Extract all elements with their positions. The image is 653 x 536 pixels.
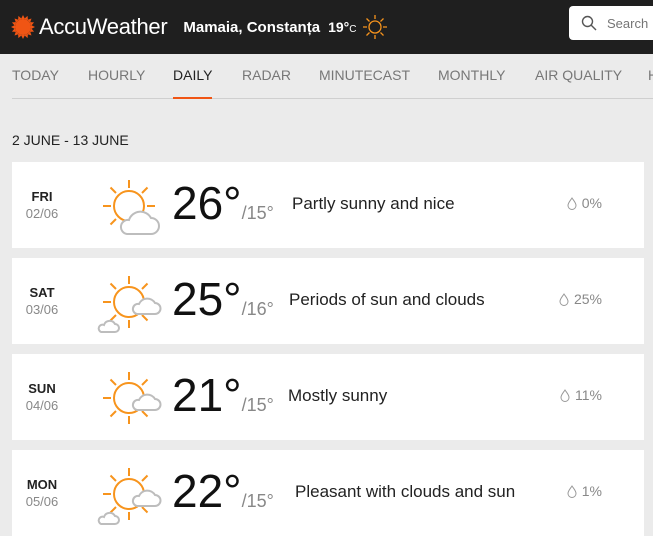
forecast-description: Partly sunny and nice — [292, 194, 455, 213]
day-label: MON 05/06 — [12, 477, 72, 509]
daily-forecast-card[interactable]: SUN 04/06 21°/15° Mostly sunny 11% — [12, 354, 644, 440]
low-temp: /15° — [241, 203, 274, 223]
precip-chance: 0% — [581, 195, 602, 211]
temp-block: 22°/15° — [172, 464, 274, 518]
precipitation: 11% — [560, 387, 602, 403]
low-temp: /15° — [241, 491, 274, 511]
forecast-description: Periods of sun and clouds — [289, 290, 485, 309]
top-header: AccuWeather Mamaia, Constanța 19°C — [0, 0, 653, 54]
tab-air-quality[interactable]: AIR QUALITY — [535, 67, 623, 83]
search-box[interactable] — [569, 6, 653, 40]
precipitation: 25% — [559, 291, 602, 307]
search-input[interactable] — [607, 15, 653, 31]
partly-sunny-icon — [103, 180, 160, 235]
sun-clouds-icon — [97, 276, 162, 333]
day-of-week: SAT — [29, 285, 55, 300]
high-temp: 26° — [172, 177, 242, 229]
location-link[interactable]: Mamaia, Constanța — [183, 18, 321, 36]
high-temp: 25° — [172, 273, 242, 325]
tab-today[interactable]: TODAY — [12, 67, 59, 83]
nav-divider — [12, 98, 653, 99]
precip-chance: 1% — [581, 483, 602, 499]
accuweather-logo[interactable]: AccuWeather — [11, 14, 168, 40]
tab-radar[interactable]: RADAR — [242, 67, 292, 83]
day-date: 03/06 — [25, 302, 59, 317]
tab-daily[interactable]: DAILY — [173, 67, 213, 99]
tab-monthly[interactable]: MONTHLY — [438, 67, 506, 83]
tab-more[interactable]: H — [648, 67, 653, 99]
daily-forecast-card[interactable]: MON 05/06 22°/15° Pleasant with clouds a… — [12, 450, 644, 536]
low-temp: /16° — [241, 299, 274, 319]
day-label: FRI 02/06 — [12, 189, 72, 221]
temp-block: 21°/15° — [172, 368, 274, 422]
precip-chance: 11% — [575, 387, 602, 403]
day-date: 05/06 — [25, 494, 59, 509]
day-label: SAT 03/06 — [12, 285, 72, 317]
low-temp: /15° — [241, 395, 274, 415]
forecast-description: Mostly sunny — [288, 386, 388, 405]
high-temp: 21° — [172, 369, 242, 421]
precipitation: 1% — [567, 483, 602, 499]
day-date: 04/06 — [25, 398, 59, 413]
day-of-week: SUN — [28, 381, 56, 396]
raindrop-icon — [567, 484, 577, 498]
mostly-sunny-icon — [103, 372, 162, 424]
tab-hourly[interactable]: HOURLY — [88, 67, 146, 83]
raindrop-icon — [559, 292, 569, 306]
temp-block: 25°/16° — [172, 272, 274, 326]
nav-tabs: TODAY HOURLY DAILY RADAR MINUTECAST MONT… — [0, 54, 653, 100]
day-label: SUN 04/06 — [12, 381, 72, 413]
brand-name: AccuWeather — [39, 14, 168, 39]
raindrop-icon — [560, 388, 570, 402]
temp-unit: C — [349, 24, 357, 35]
tab-minutecast[interactable]: MINUTECAST — [319, 67, 410, 83]
high-temp: 22° — [172, 465, 242, 517]
current-temp: 19°C — [328, 19, 356, 35]
current-temp-value: 19° — [328, 19, 350, 35]
day-date: 02/06 — [25, 206, 59, 221]
precipitation: 0% — [567, 195, 602, 211]
sun-clouds-icon — [97, 468, 162, 525]
day-of-week: MON — [26, 477, 58, 492]
raindrop-icon — [567, 196, 577, 210]
forecast-description: Pleasant with clouds and sun — [295, 482, 516, 501]
day-of-week: FRI — [31, 189, 53, 204]
sunny-icon — [363, 15, 388, 39]
date-range: 2 JUNE - 13 JUNE — [12, 132, 129, 148]
sun-logo-icon — [11, 15, 35, 39]
search-icon — [581, 15, 597, 31]
daily-forecast-card[interactable]: FRI 02/06 26°/15° Partly sunny and nice … — [12, 162, 644, 248]
temp-block: 26°/15° — [172, 176, 274, 230]
daily-forecast-card[interactable]: SAT 03/06 25°/16° Periods of sun and clo… — [12, 258, 644, 344]
precip-chance: 25% — [573, 291, 602, 307]
